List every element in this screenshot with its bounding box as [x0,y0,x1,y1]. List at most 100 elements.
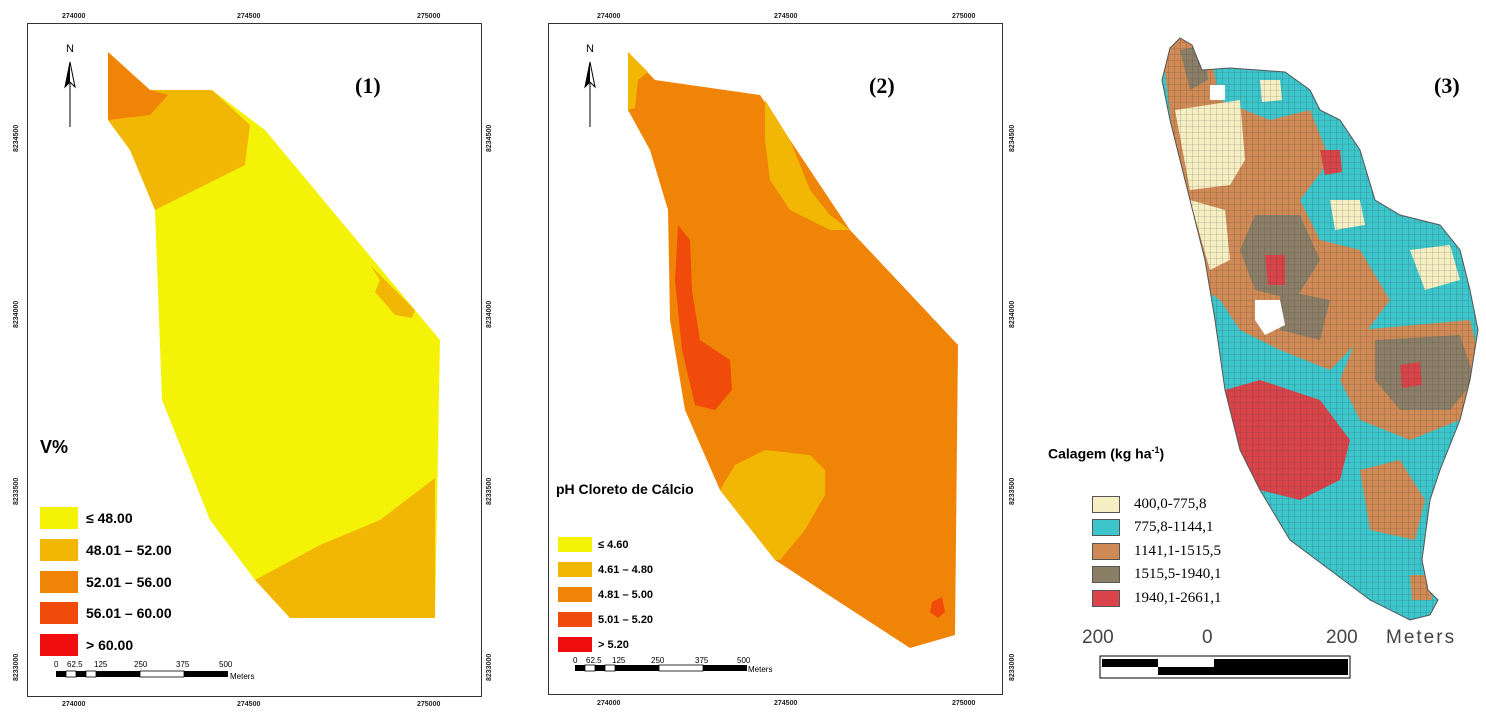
map-label: (3) [1434,73,1460,98]
x-tick: 275000 [417,701,441,708]
zone-ph-481-500 [628,52,958,648]
legend-item: 56.01 – 60.00 [40,602,172,624]
scale-label: 500 [219,660,233,669]
legend-swatch [558,562,592,577]
north-arrow: N [584,43,596,127]
legend-item: 5.01 – 5.20 [558,612,653,627]
scale-graphic [575,664,747,672]
legend-item: 1141,1-1515,5 [1092,543,1221,560]
scale-label: 62.5 [67,660,83,669]
scale-label: 0 [1202,627,1213,648]
legend-swatch [40,602,78,624]
legend-label: 4.61 – 4.80 [598,563,654,576]
zone-v-le-48 [108,52,440,618]
scale-graphic [56,670,228,678]
map-label: (2) [869,73,895,98]
legend-label: 400,0-775,8 [1134,496,1207,512]
legend-label: 1515,5-1940,1 [1134,566,1222,582]
white-gap-b [1255,300,1285,335]
scale-label: 0 [54,660,59,669]
x-tick: 274000 [62,701,86,708]
legend-swatch [1092,496,1120,513]
legend-title: Calagem (kg ha-1) [1048,445,1164,462]
legend-item: > 60.00 [40,634,133,656]
svg-text:N: N [66,43,74,55]
legend-title-text: Calagem (kg ha [1048,445,1152,462]
scale-unit: Meters [748,665,773,674]
legend-swatch [40,507,78,529]
legend-label: ≤ 48.00 [86,510,133,526]
x-tick: 274000 [597,700,621,707]
scale-label: 0 [573,656,578,665]
x-tick: 274000 [62,13,86,20]
zone-ph-461-480-nw [628,52,648,110]
legend-item: 1515,5-1940,1 [1092,566,1222,583]
x-tick: 274000 [597,13,621,20]
scale-label: 250 [651,656,665,665]
legend-title-sup: -1 [1151,445,1160,455]
scale-label: 200 [1082,627,1114,648]
scale-unit: Meters [1386,627,1457,648]
legend-swatch [1092,590,1120,607]
map-panel-2: 274000 274500 275000 274000 274500 27500… [520,0,1020,715]
legend-label: 48.01 – 52.00 [86,542,172,558]
legend-label: 56.01 – 60.00 [86,605,172,621]
zone-v-48-52-south [255,478,435,618]
legend-title: V% [40,437,69,457]
legend-label: 775,8-1144,1 [1134,519,1214,535]
x-tick: 274500 [237,701,261,708]
zone-ph-501-520-west [675,225,732,410]
legend-label: 1940,1-2661,1 [1134,590,1222,606]
x-tick: 274500 [237,13,261,20]
scale-graphic [1099,655,1351,679]
legend-item: 775,8-1144,1 [1092,519,1213,536]
legend-item: 48.01 – 52.00 [40,539,172,561]
legend-swatch [40,634,78,656]
legend-swatch [558,637,592,652]
zone-ph-461-480-ne [765,100,850,230]
scale-label: 200 [1326,627,1358,648]
legend-swatch [1092,519,1120,536]
legend-swatch [40,539,78,561]
legend-item: 400,0-775,8 [1092,496,1207,513]
map-3-field [1161,37,1479,621]
x-tick: 274500 [774,13,798,20]
scale-unit: Meters [230,672,255,681]
zone-v-52-56-nw [108,52,168,120]
map-label: (1) [355,73,381,98]
legend-item: 1940,1-2661,1 [1092,590,1222,607]
legend-swatch [1092,566,1120,583]
zone-ph-461-480-south [720,450,825,560]
zone-ph-501-520-se [930,597,945,618]
legend-label: 5.01 – 5.20 [598,613,654,626]
legend-label: 1141,1-1515,5 [1134,543,1221,559]
x-tick: 274500 [774,700,798,707]
legend-swatch [558,612,592,627]
x-tick: 275000 [952,700,976,707]
map-panel-1: 274000 274500 275000 274000 274500 27500… [0,0,500,715]
legend-swatch [1092,543,1120,560]
x-tick: 275000 [952,13,976,20]
legend-label: ≤ 4.60 [598,538,629,551]
legend-label: 4.81 – 5.00 [598,588,654,601]
legend-item: ≤ 4.60 [558,537,629,552]
legend-item: ≤ 48.00 [40,507,133,529]
x-tick: 275000 [417,13,441,20]
map-2-field [628,52,958,648]
scale-label: 375 [176,660,190,669]
north-arrow: N [64,43,76,127]
legend-item: 4.61 – 4.80 [558,562,653,577]
scale-label: 500 [737,656,751,665]
legend-item: 4.81 – 5.00 [558,587,653,602]
map-panel-3: (3) Calagem (kg ha-1) 400,0-775,8 775,8-… [1030,0,1486,715]
legend-swatch [40,571,78,593]
map-1-field [108,52,440,618]
legend-label: > 60.00 [86,637,134,653]
legend-title: pH Cloreto de Cálcio [556,481,694,497]
zone-v-52-56-east [370,265,415,318]
legend-label: > 5.20 [598,638,629,651]
scale-label: 250 [134,660,148,669]
legend-item: 52.01 – 56.00 [40,571,172,593]
scale-label: 125 [94,660,108,669]
legend-swatch [558,587,592,602]
